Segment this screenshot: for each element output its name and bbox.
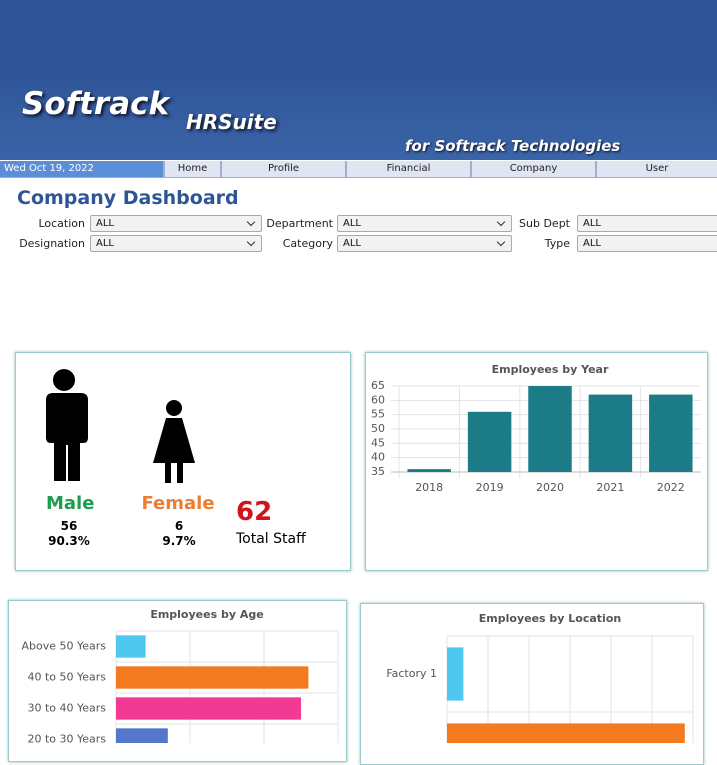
chart-card: Employees by Location Factory 1	[360, 603, 704, 765]
gender-icons	[46, 369, 195, 483]
y-tick-label: 55	[371, 408, 385, 421]
tagline: for Softrack Technologies	[405, 137, 621, 155]
product: HRSuite	[186, 110, 277, 134]
filter-select[interactable]: ALL	[577, 235, 717, 252]
y-tick-label: 40	[371, 451, 385, 464]
bar	[116, 728, 168, 751]
chart-title: Employees by Location	[479, 612, 621, 625]
x-tick-label: 2020	[536, 481, 564, 494]
gender-card: Male 56 90.3% Female 6 9.7% 62 Total Sta…	[15, 352, 351, 571]
chart-title: Employees by Age	[150, 608, 263, 621]
total-count: 62	[236, 497, 273, 527]
chart-card: Employees by Age Above 50 Years 40 to 50 Y…	[8, 600, 347, 762]
x-tick-label: 2021	[596, 481, 624, 494]
filter-label: Type	[544, 237, 570, 250]
y-tick-label: 30 to 40 Years	[27, 702, 106, 715]
y-tick-label: Above 50 Years	[21, 640, 106, 653]
y-tick-label: 40 to 50 Years	[27, 671, 106, 684]
bar	[116, 697, 301, 720]
bar	[116, 635, 146, 658]
male-count: 56	[60, 519, 78, 533]
nav-link[interactable]: Company	[470, 161, 595, 177]
filter-select[interactable]: ALL	[577, 215, 717, 232]
filter-select[interactable]: ALL	[90, 235, 262, 252]
filter-select[interactable]: ALL	[90, 215, 262, 232]
filter-select[interactable]: ALL	[337, 215, 512, 232]
x-tick-label: 2018	[415, 481, 443, 494]
bar	[407, 469, 451, 472]
chart: Employees by Location Factory 1	[386, 612, 694, 765]
nav-link[interactable]: Profile	[220, 161, 345, 177]
filter-label: Department	[266, 217, 333, 230]
page-title: Company Dashboard	[17, 187, 239, 209]
male-icon	[46, 369, 88, 481]
bar	[649, 394, 693, 472]
bar	[467, 411, 512, 472]
female-icon	[153, 400, 195, 483]
nav-link[interactable]: User	[595, 161, 717, 177]
male-label: Male	[46, 493, 95, 514]
female-percent: 9.7%	[162, 534, 196, 548]
total-label: Total Staff	[236, 531, 306, 547]
y-tick-label: 20 to 30 Years	[27, 733, 106, 744]
bar	[588, 394, 633, 472]
y-tick-label: 35	[371, 465, 385, 478]
nav-link[interactable]: Financial	[345, 161, 470, 177]
y-tick-label: 60	[371, 393, 385, 406]
female-label: Female	[141, 493, 215, 514]
nav-bar: Wed Oct 19, 2022 Home Profile Financial Com…	[0, 161, 717, 178]
chart-card: Employees by Year 35 40 45 50 55 60 65 2018 2019 2…	[365, 352, 708, 571]
x-tick-label: 2019	[476, 481, 504, 494]
nav-link[interactable]: Home	[163, 161, 220, 177]
y-tick-label: Factory 1	[386, 667, 437, 680]
bar	[447, 647, 464, 701]
filter-label: Category	[282, 237, 333, 250]
filter-select[interactable]: ALL	[337, 235, 512, 252]
bar	[528, 386, 572, 472]
bar	[447, 723, 685, 765]
x-tick-label: 2022	[657, 481, 685, 494]
chart-title: Employees by Year	[492, 363, 609, 376]
y-tick-label: 50	[371, 422, 385, 435]
y-tick-label: 45	[371, 436, 385, 449]
y-tick-label: 65	[371, 379, 385, 392]
chart: Employees by Age Above 50 Years 40 to 50 Y…	[21, 608, 339, 755]
female-count: 6	[174, 519, 184, 533]
male-percent: 90.3%	[48, 534, 90, 548]
brand: Softrack	[22, 86, 170, 122]
date: Wed Oct 19, 2022	[0, 161, 163, 177]
filter-label: Sub Dept	[519, 217, 570, 230]
filter-label: Designation	[19, 237, 85, 250]
filter-label: Location	[38, 217, 85, 230]
bar	[116, 666, 309, 689]
header: Softrack HRSuite for Softrack Technologi…	[0, 0, 717, 160]
